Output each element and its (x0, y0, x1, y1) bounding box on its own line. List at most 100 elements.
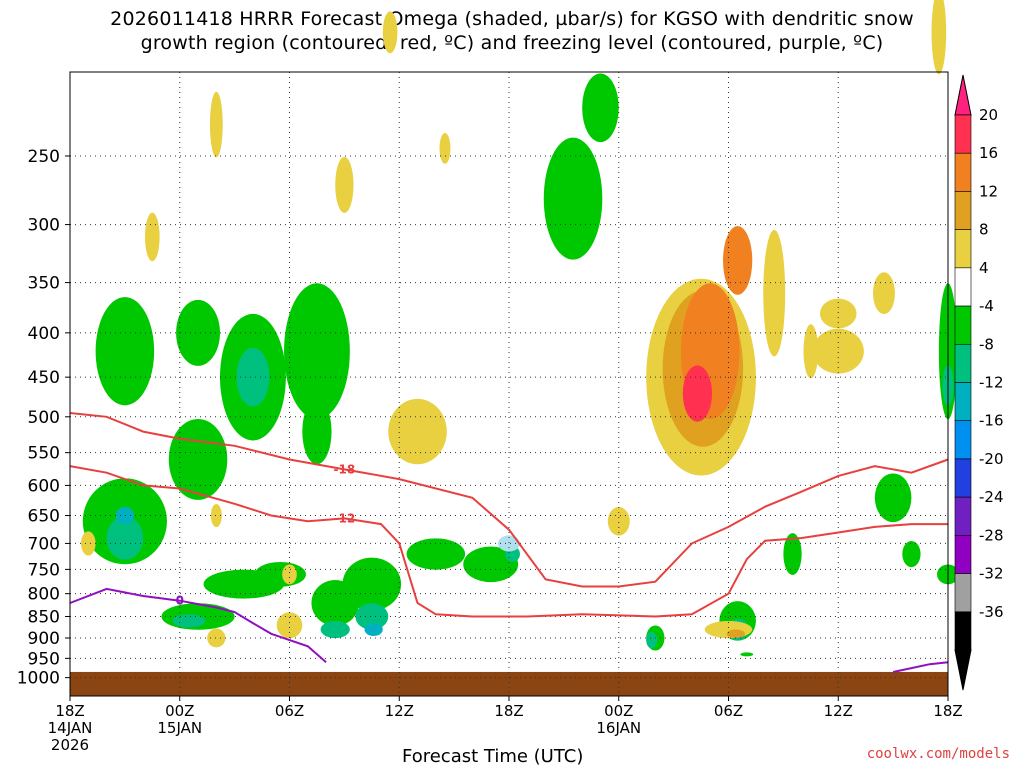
colorbar-label: 12 (979, 182, 998, 200)
omega-shade (646, 631, 658, 649)
omega-shade (254, 561, 306, 587)
x-tick-label: 00Z (604, 702, 633, 720)
colorbar-label: 16 (979, 144, 998, 162)
contour-label: 0 (176, 594, 184, 608)
colorbar-label: -8 (979, 335, 994, 353)
y-tick-label: 700 (28, 534, 60, 554)
colorbar-label: -12 (979, 374, 1004, 392)
y-tick-label: 600 (28, 476, 60, 496)
colorbar-swatch (954, 343, 972, 383)
omega-shade (342, 557, 402, 611)
chart-title-line2: growth region (contoured, red, ºC) and f… (140, 32, 884, 54)
colorbar-top-arrow (954, 74, 972, 116)
colorbar-label: 8 (979, 221, 989, 239)
omega-shade (783, 533, 802, 575)
colorbar-swatch (954, 152, 972, 192)
colorbar-label: 20 (979, 106, 998, 124)
omega-shade (95, 297, 155, 406)
y-tick-label: 250 (28, 147, 60, 167)
colorbar-swatch (954, 458, 972, 498)
omega-shade (236, 347, 270, 407)
x-tick-sublabel: 14JAN (48, 719, 93, 737)
colorbar-swatch (954, 229, 972, 269)
x-tick-label: 06Z (275, 702, 304, 720)
y-tick-label: 450 (28, 368, 60, 388)
x-axis-title: Forecast Time (UTC) (402, 746, 584, 767)
omega-shade (723, 226, 753, 295)
y-tick-label: 650 (28, 507, 60, 527)
x-tick-sublabel: 2026 (51, 736, 89, 754)
omega-shade (172, 614, 206, 628)
y-tick-label: 850 (28, 607, 60, 627)
colorbar-label: -28 (979, 526, 1004, 544)
omega-shade (176, 299, 220, 366)
x-tick-label: 06Z (714, 702, 743, 720)
colorbar-swatch (954, 611, 972, 651)
colorbar-label: 4 (979, 259, 989, 277)
contour-label: -18 (334, 462, 356, 476)
colorbar-swatch (954, 305, 972, 345)
y-tick-label: 1000 (17, 669, 60, 689)
omega-shade (874, 473, 912, 523)
omega-shade (439, 132, 451, 164)
colorbar-label: -4 (979, 297, 994, 315)
y-tick-label: 950 (28, 649, 60, 669)
omega-shade (382, 11, 398, 54)
omega-shade (210, 503, 222, 528)
omega-shade (812, 328, 864, 374)
colorbar-label: -32 (979, 565, 1004, 583)
colorbar-swatch (954, 191, 972, 230)
y-tick-label: 300 (28, 216, 60, 236)
omega-shade (543, 137, 603, 260)
y-tick-label: 500 (28, 408, 60, 428)
chart-title-line1: 2026011418 HRRR Forecast Omega (shaded, … (110, 8, 914, 30)
x-tick-label: 18Z (55, 702, 84, 720)
y-tick-label: 550 (28, 444, 60, 464)
omega-shade (302, 398, 332, 465)
y-tick-label: 900 (28, 629, 60, 649)
colorbar-swatch (954, 114, 972, 154)
colorbar-label: -16 (979, 412, 1004, 430)
omega-shade (819, 298, 857, 329)
omega-shade (355, 603, 389, 630)
omega-shade (803, 324, 819, 379)
omega-shade (115, 506, 135, 525)
omega-shade (931, 0, 947, 75)
y-tick-label: 350 (28, 274, 60, 294)
omega-shade (697, 288, 724, 339)
omega-shade (682, 365, 713, 422)
omega-shade (740, 652, 754, 657)
omega-shade (406, 538, 466, 570)
omega-shade (388, 398, 447, 465)
colorbar-swatch (954, 382, 972, 422)
y-tick-label: 400 (28, 324, 60, 344)
x-tick-label: 00Z (165, 702, 194, 720)
ground-fill (70, 671, 948, 696)
colorbar-swatch (954, 535, 972, 574)
credit-link[interactable]: coolwx.com/models (866, 746, 1010, 762)
colorbar-label: -36 (979, 603, 1004, 621)
colorbar-bottom-arrow (954, 649, 972, 691)
x-tick-label: 12Z (385, 702, 414, 720)
omega-shade (582, 73, 619, 143)
omega-shade (144, 212, 160, 262)
y-tick-label: 750 (28, 560, 60, 580)
colorbar-swatch (954, 267, 972, 307)
omega-shade (498, 535, 520, 552)
contour-line (892, 661, 949, 673)
y-tick-label: 800 (28, 585, 60, 605)
contour-label: -12 (334, 511, 356, 525)
contour-line (69, 465, 948, 618)
x-tick-label: 18Z (494, 702, 523, 720)
colorbar-swatch (954, 573, 972, 613)
x-tick-label: 18Z (933, 702, 962, 720)
omega-shade (320, 620, 350, 639)
omega-shade (106, 516, 144, 560)
omega-shade (207, 628, 226, 648)
colorbar-label: -24 (979, 488, 1004, 506)
omega-shade (364, 623, 383, 636)
omega-shade (873, 272, 895, 315)
omega-shade (209, 91, 223, 158)
contour-line (69, 587, 327, 664)
